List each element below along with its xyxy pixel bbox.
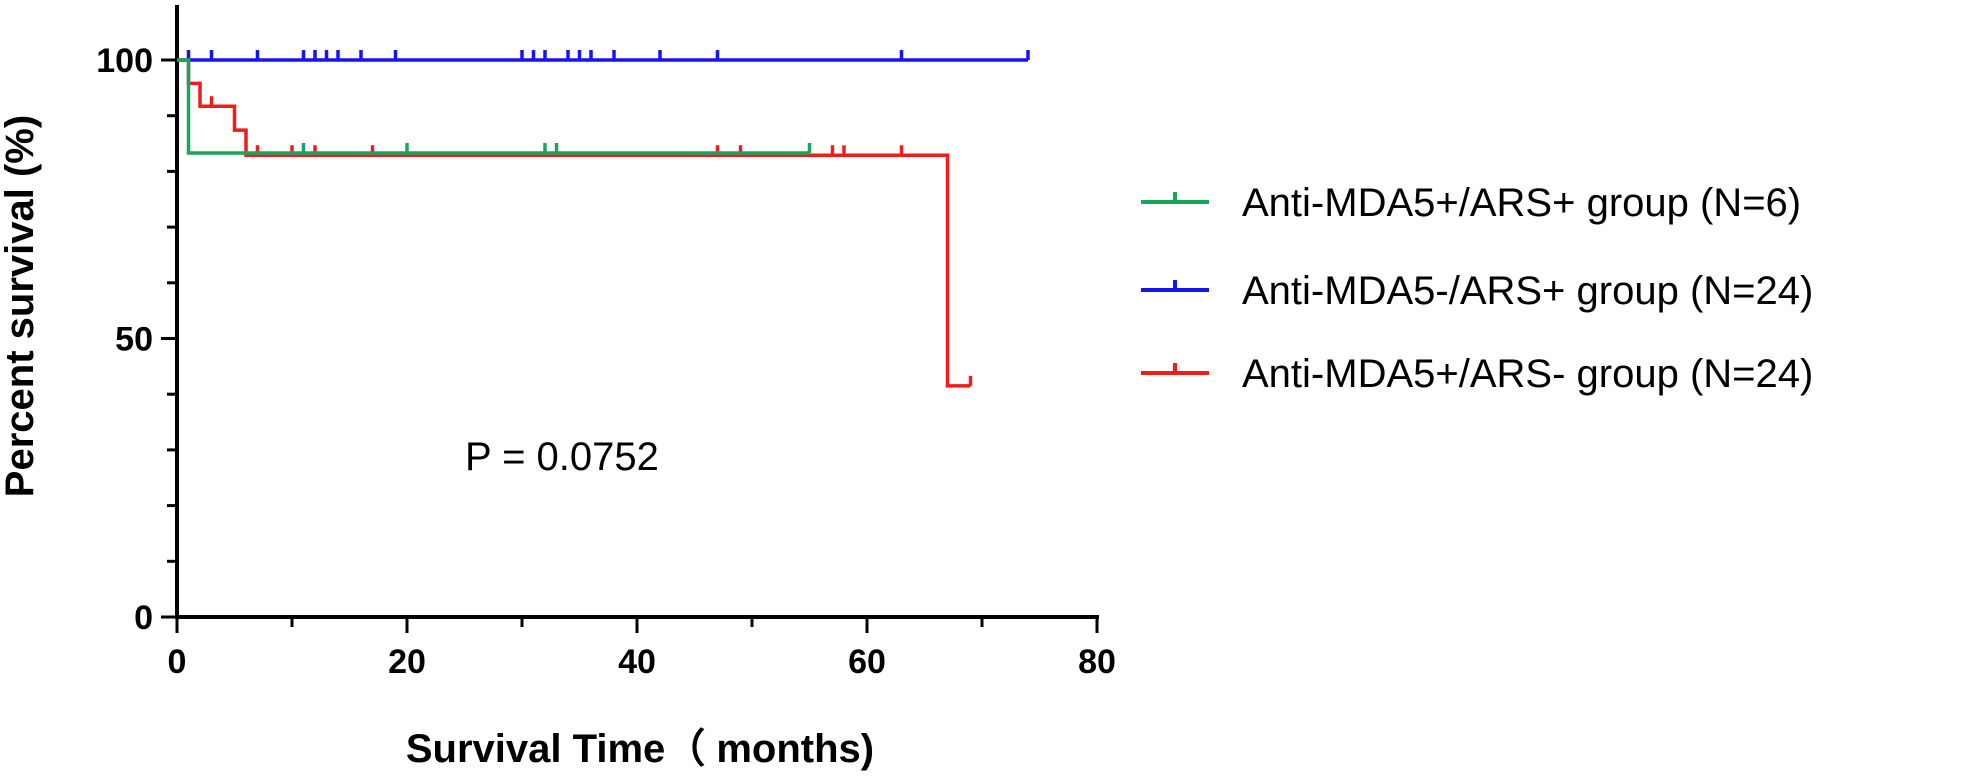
legend-label: Anti-MDA5-/ARS+ group (N=24): [1242, 269, 1813, 313]
legend-item: Anti-MDA5+/ARS+ group (N=6): [1141, 181, 1801, 225]
series-2: [177, 50, 1030, 62]
series-line: [177, 58, 810, 155]
series-3: [177, 58, 973, 388]
x-tick-label: 80: [1078, 643, 1116, 681]
p-value-annotation: P = 0.0752: [465, 435, 659, 479]
x-tick-label: 0: [168, 643, 187, 681]
series-1: [177, 58, 812, 155]
legend-label: Anti-MDA5+/ARS- group (N=24): [1242, 352, 1813, 396]
x-tick-label: 60: [848, 643, 886, 681]
legend: Anti-MDA5+/ARS+ group (N=6) Anti-MDA5-/AR…: [1141, 181, 1813, 396]
legend-item: Anti-MDA5-/ARS+ group (N=24): [1141, 269, 1813, 313]
legend-label: Anti-MDA5+/ARS+ group (N=6): [1242, 181, 1801, 225]
y-axis-title: Percent survival (%): [0, 115, 42, 497]
y-tick-label: 100: [96, 42, 153, 80]
series-layer: [177, 50, 1030, 388]
legend-item: Anti-MDA5+/ARS- group (N=24): [1141, 352, 1813, 396]
y-tick-label: 50: [115, 321, 153, 359]
series-line: [177, 58, 971, 388]
x-tick-label: 40: [618, 643, 656, 681]
axes: 0 50 100 0 20 40 60 80: [96, 5, 1116, 681]
y-tick-label: 0: [134, 599, 153, 637]
x-tick-label: 20: [388, 643, 426, 681]
x-axis-title: Survival Time（ months): [406, 727, 874, 771]
